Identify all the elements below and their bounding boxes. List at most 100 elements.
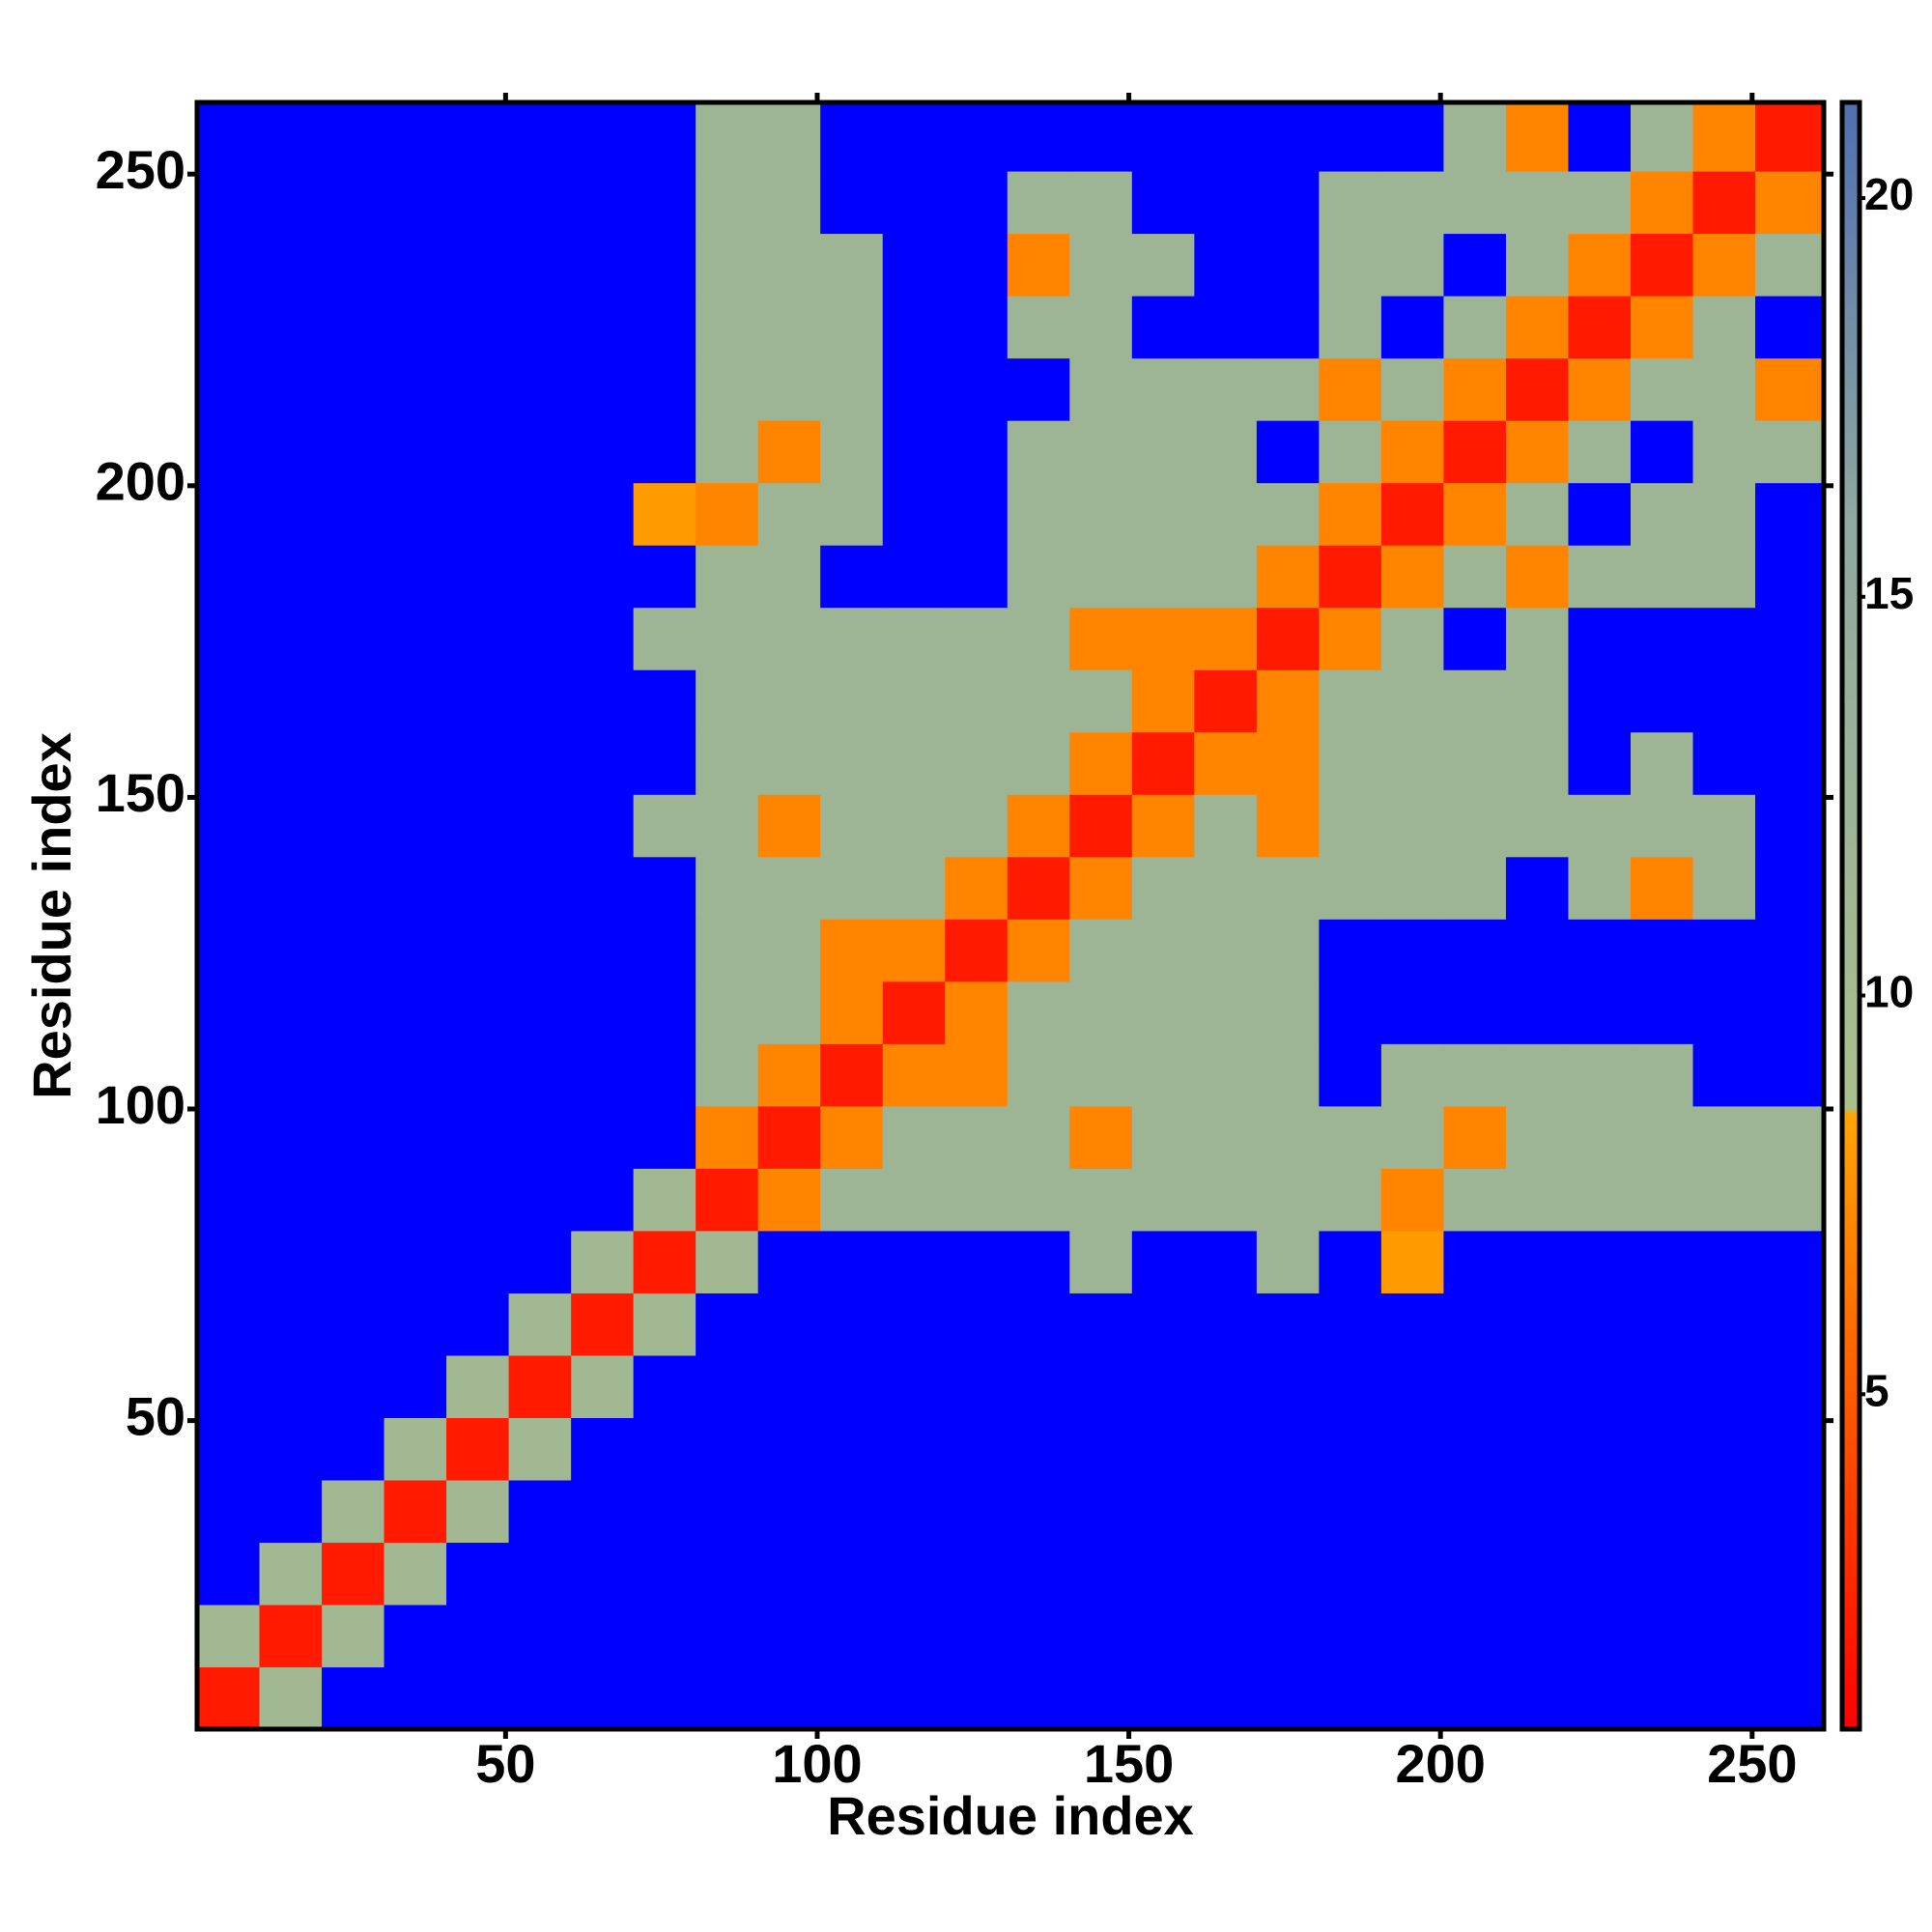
heatmap-cell	[696, 1230, 759, 1293]
heatmap-cell	[1630, 357, 1694, 421]
heatmap-cell	[1131, 357, 1195, 421]
heatmap-cell	[1194, 1230, 1258, 1293]
heatmap-cell	[696, 233, 759, 297]
heatmap-cell	[1380, 1043, 1445, 1107]
y-tick-label: 250	[96, 139, 185, 200]
heatmap-cell	[1505, 170, 1570, 235]
heatmap-cell	[384, 1604, 447, 1668]
heatmap-cell	[696, 1168, 759, 1232]
heatmap-cell	[1256, 1168, 1320, 1232]
heatmap-cell	[633, 1230, 696, 1293]
heatmap-cell	[197, 357, 261, 421]
heatmap-cell	[1692, 919, 1756, 982]
heatmap-cell	[882, 233, 946, 297]
heatmap-cell	[820, 296, 884, 359]
heatmap-cell	[197, 1479, 261, 1544]
heatmap-cell	[197, 669, 261, 733]
heatmap-cell	[820, 357, 884, 421]
heatmap-cell	[1007, 1043, 1070, 1107]
heatmap-cell	[384, 420, 447, 484]
heatmap-cell	[571, 545, 635, 609]
heatmap-cell	[757, 1417, 821, 1481]
heatmap-cell	[446, 1230, 510, 1293]
heatmap-cell	[1443, 1542, 1507, 1605]
heatmap-cell	[757, 420, 821, 484]
heatmap-cell	[696, 1479, 759, 1544]
heatmap-cell	[571, 980, 635, 1044]
heatmap-cell	[1319, 1043, 1382, 1107]
heatmap-cell	[1755, 1230, 1825, 1293]
heatmap-cell	[446, 669, 510, 733]
heatmap-cell	[197, 1230, 261, 1293]
heatmap-cell	[757, 1542, 821, 1605]
heatmap-cell	[259, 482, 323, 546]
heatmap-cell	[1443, 420, 1507, 484]
heatmap-cell	[1131, 1666, 1195, 1730]
heatmap-cell	[633, 170, 696, 235]
heatmap-cell	[1256, 1542, 1320, 1605]
heatmap-cell	[322, 607, 385, 670]
heatmap-cell	[508, 669, 572, 733]
heatmap-cell	[1007, 980, 1070, 1044]
heatmap-cell	[882, 482, 946, 546]
heatmap-cell	[633, 1666, 696, 1730]
heatmap-cell	[384, 1043, 447, 1107]
heatmap-cell	[384, 102, 447, 172]
heatmap-cell	[1194, 1542, 1258, 1605]
heatmap-cell	[1007, 607, 1070, 670]
heatmap-cell	[1568, 1293, 1632, 1356]
heatmap-cell	[508, 794, 572, 858]
heatmap-cell	[882, 296, 946, 359]
heatmap-cell	[696, 1542, 759, 1605]
heatmap-cell	[571, 1293, 635, 1356]
heatmap-cell	[696, 856, 759, 920]
heatmap-cell	[696, 607, 759, 670]
heatmap-cell	[1443, 794, 1507, 858]
heatmap-cell	[1568, 1666, 1632, 1730]
heatmap-cell	[446, 731, 510, 795]
heatmap-cell	[1630, 482, 1694, 546]
heatmap-cell	[1380, 1542, 1445, 1605]
heatmap-cell	[820, 233, 884, 297]
heatmap-cell	[1194, 170, 1258, 235]
heatmap-cell	[757, 1230, 821, 1293]
heatmap-cell	[757, 794, 821, 858]
heatmap-cell	[1505, 607, 1570, 670]
heatmap-cell	[820, 794, 884, 858]
heatmap-cell	[1630, 1043, 1694, 1107]
heatmap-cell	[571, 1230, 635, 1293]
heatmap-cell	[1131, 1479, 1195, 1544]
heatmap-cell	[1131, 856, 1195, 920]
heatmap-cell	[633, 233, 696, 297]
heatmap-cell	[322, 482, 385, 546]
heatmap-cell	[757, 1043, 821, 1107]
heatmap-cell	[322, 233, 385, 297]
heatmap-cell	[696, 794, 759, 858]
heatmap-cell	[1256, 980, 1320, 1044]
heatmap-cell	[571, 1479, 635, 1544]
heatmap-cell	[1194, 1354, 1258, 1418]
heatmap-cell	[322, 1479, 385, 1544]
heatmap-cell	[1069, 102, 1133, 172]
heatmap-cell	[820, 1168, 884, 1232]
heatmap-cell	[1131, 420, 1195, 484]
heatmap-cell	[1568, 1479, 1632, 1544]
heatmap-cell	[1069, 607, 1133, 670]
heatmap-cell	[1755, 1604, 1825, 1668]
heatmap-cell	[882, 1230, 946, 1293]
heatmap-cell	[1630, 102, 1694, 172]
heatmap-cell	[1194, 1105, 1258, 1169]
heatmap-cell	[1505, 1105, 1570, 1169]
heatmap-cell	[259, 980, 323, 1044]
heatmap-cell	[633, 607, 696, 670]
heatmap-cell	[820, 1666, 884, 1730]
heatmap-cell	[1131, 102, 1195, 172]
heatmap-cell	[820, 482, 884, 546]
heatmap-cell	[384, 1168, 447, 1232]
heatmap-cell	[1256, 1604, 1320, 1668]
heatmap-cell	[384, 1479, 447, 1544]
heatmap-cell	[1443, 170, 1507, 235]
heatmap-cell	[1319, 1479, 1382, 1544]
heatmap-cell	[1692, 1479, 1756, 1544]
heatmap-cell	[1007, 357, 1070, 421]
